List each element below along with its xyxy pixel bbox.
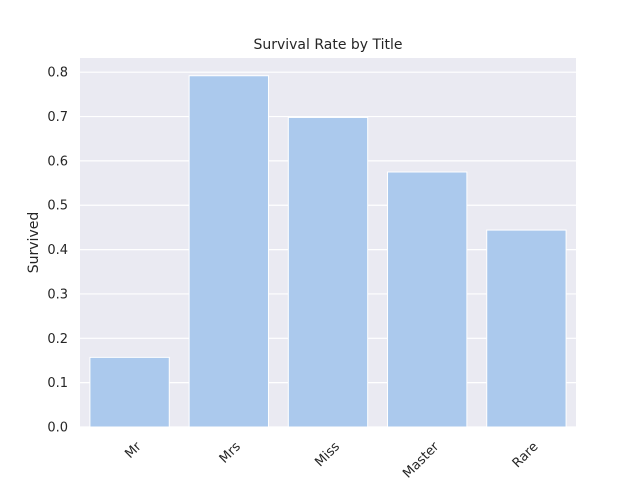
- x-tick-label: Miss: [312, 439, 343, 470]
- bar-mrs: [188, 75, 269, 428]
- bar-master: [387, 171, 468, 428]
- y-axis-label: Survived: [26, 212, 42, 273]
- y-tick-label: 0.8: [47, 66, 68, 81]
- bar-miss: [287, 116, 369, 428]
- x-tick-label: Rare: [510, 439, 542, 471]
- x-tick-label: Mr: [122, 439, 145, 462]
- chart-title: Survival Rate by Title: [253, 37, 402, 53]
- y-tick-label: 0.0: [47, 421, 68, 436]
- bars: [89, 75, 567, 428]
- x-tick-labels: Mr Mrs Miss Master Rare: [122, 439, 541, 480]
- y-tick-label: 0.4: [47, 243, 68, 258]
- y-tick-labels: 0.0 0.1 0.2 0.3 0.4 0.5 0.6 0.7 0.8: [47, 66, 68, 436]
- y-tick-label: 0.7: [47, 110, 68, 125]
- x-tick-label: Master: [400, 439, 442, 480]
- y-tick-label: 0.6: [47, 154, 68, 169]
- y-tick-label: 0.1: [47, 376, 68, 391]
- bar-rare: [486, 229, 567, 428]
- bar-mr: [89, 356, 170, 428]
- y-tick-label: 0.2: [47, 332, 68, 347]
- y-tick-label: 0.5: [47, 199, 68, 214]
- x-tick-label: Mrs: [217, 439, 244, 466]
- y-tick-label: 0.3: [47, 287, 68, 302]
